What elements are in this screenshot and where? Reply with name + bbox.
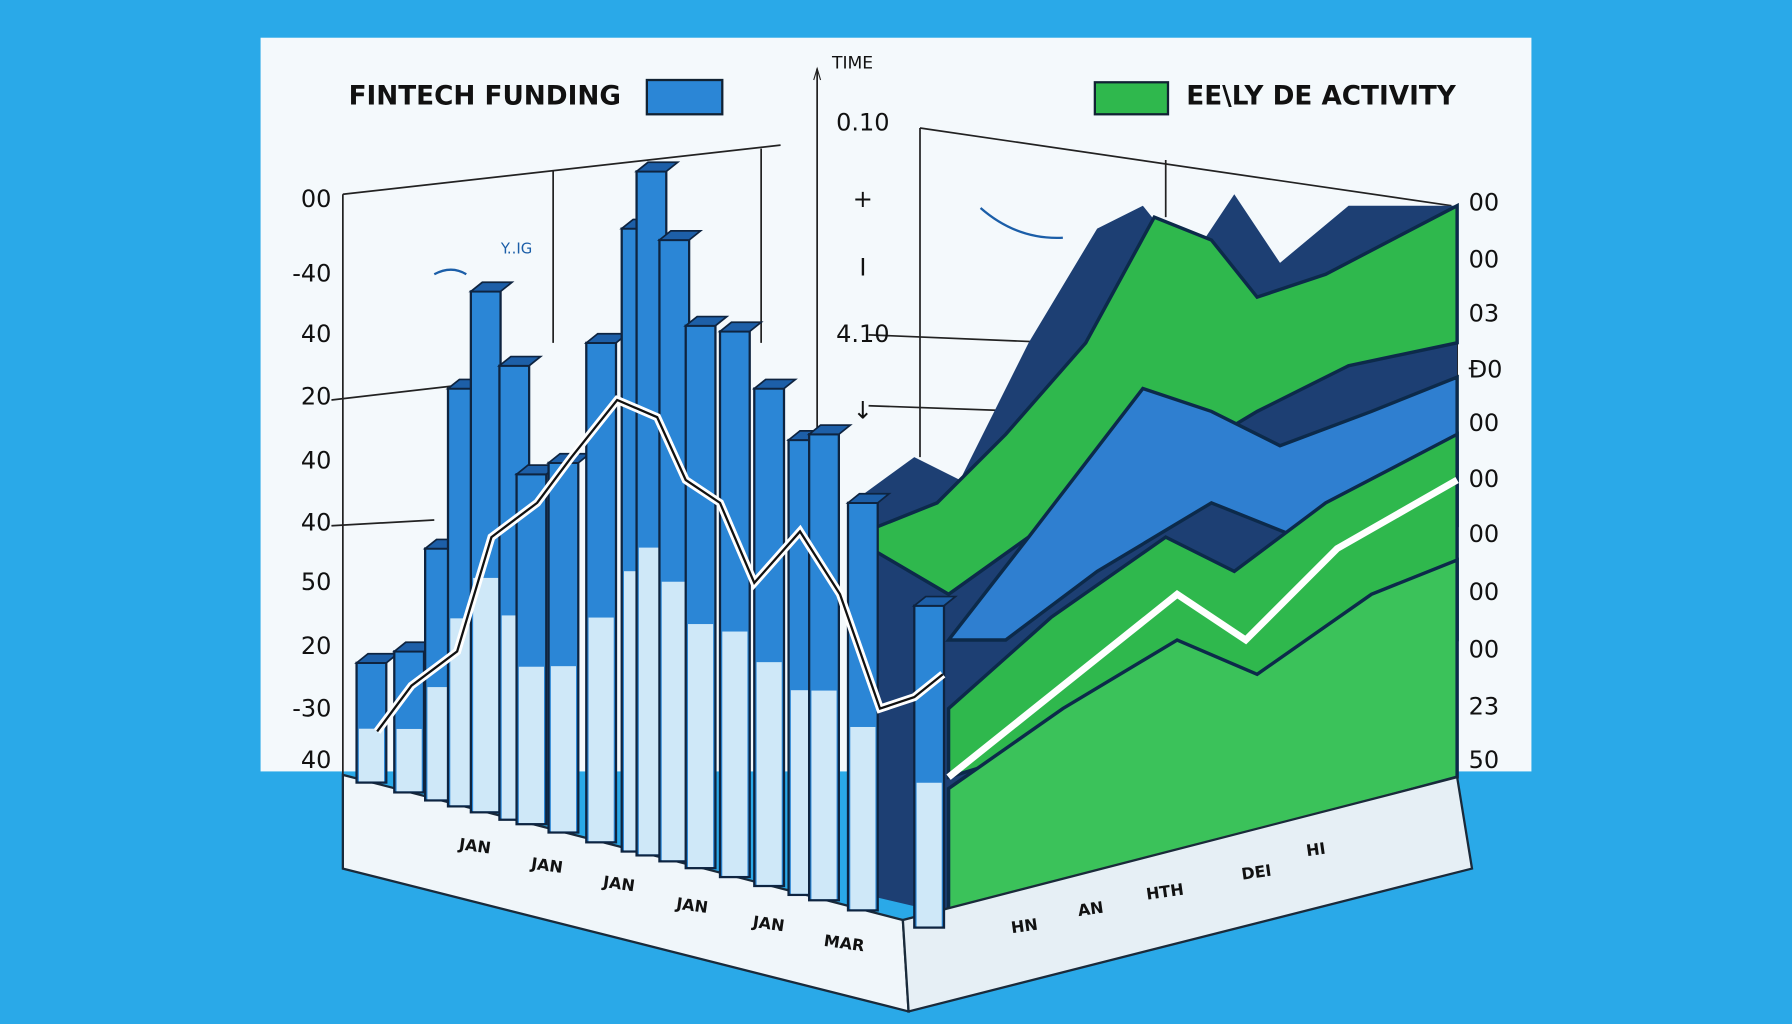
time-label: 0.10 — [836, 108, 889, 136]
annotation: Y..IG — [500, 240, 532, 258]
bar-top — [845, 492, 892, 504]
y-label-right: 00 — [1469, 578, 1500, 606]
y-label-left: 40 — [301, 508, 332, 536]
x-label-right: AN — [1077, 898, 1105, 920]
y-label-left: 40 — [301, 746, 332, 774]
y-label-right: Ð0 — [1469, 355, 1503, 383]
bar-lower — [756, 662, 782, 885]
x-label-left: JAN — [751, 912, 786, 935]
bar-top — [717, 321, 764, 333]
y-label-left: 20 — [301, 383, 332, 411]
bar-lower — [811, 690, 837, 900]
bar-top — [468, 281, 515, 293]
y-label-left: 50 — [301, 568, 332, 596]
time-label: I — [859, 254, 866, 282]
annotation-arrow — [979, 207, 1063, 239]
trend-line-outline — [376, 398, 944, 733]
bar-top — [496, 355, 544, 367]
legend-left: FINTECH FUNDING — [349, 82, 621, 112]
bar-top — [634, 161, 681, 173]
bar-lower — [518, 666, 544, 824]
x-label-right: DEI — [1240, 861, 1273, 884]
bar-top — [751, 378, 798, 390]
bar-top — [683, 315, 730, 327]
bar-lower — [661, 581, 687, 861]
legend-swatch-blue — [645, 78, 724, 116]
base-right — [901, 775, 1474, 1013]
y-label-right: 50 — [1469, 746, 1500, 774]
x-label-right: HI — [1305, 839, 1327, 861]
bar-lower — [916, 782, 942, 927]
arrow — [813, 66, 822, 81]
y-label-left: 40 — [301, 320, 332, 348]
y-label-left: 20 — [301, 632, 332, 660]
x-label-left: JAN — [457, 834, 492, 857]
x-label-left: JAN — [601, 872, 636, 895]
y-label-left: -30 — [292, 695, 331, 723]
bar-lower — [358, 728, 384, 782]
time-title: TIME — [831, 54, 873, 74]
y-label-right: 23 — [1469, 692, 1500, 720]
bar-lower — [473, 577, 499, 812]
bar-top — [656, 230, 704, 241]
y-label-left: -40 — [292, 259, 331, 287]
y-label-left: 00 — [301, 185, 332, 213]
y-label-right: 00 — [1469, 635, 1500, 663]
y-label-right: 00 — [1469, 409, 1500, 437]
time-label: 4.10 — [836, 320, 889, 348]
bar-top — [806, 424, 853, 436]
x-label-right: HN — [1010, 915, 1039, 938]
x-label-left: JAN — [674, 894, 709, 917]
y-label-right: 03 — [1469, 299, 1500, 327]
time-label: ↓ — [853, 396, 873, 424]
y-label-right: 00 — [1469, 465, 1500, 493]
annotation-arrow — [433, 268, 467, 276]
bar-lower — [588, 617, 614, 842]
bar-lower — [850, 726, 876, 910]
legend-swatch-green — [1093, 81, 1170, 116]
y-label-right: 00 — [1469, 188, 1500, 216]
y-label-right: 00 — [1469, 520, 1500, 548]
bar-lower — [550, 666, 576, 832]
bar-top — [911, 595, 958, 607]
time-label: + — [853, 185, 873, 213]
x-label-left: JAN — [529, 854, 564, 877]
bar-lower — [688, 624, 714, 868]
bar-lower — [396, 728, 422, 792]
y-label-left: 40 — [301, 447, 332, 475]
bar-lower — [722, 631, 748, 876]
legend-right: EE\LY DE ACTIVITY — [1186, 82, 1456, 112]
y-label-right: 00 — [1469, 246, 1500, 274]
right-area — [847, 194, 1459, 917]
